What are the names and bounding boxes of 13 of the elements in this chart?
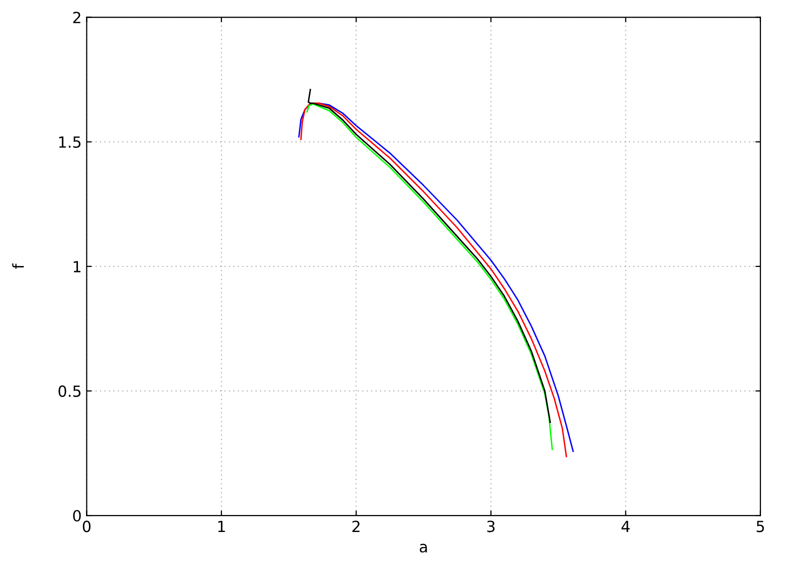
y-tick-label: 2 xyxy=(73,12,80,24)
x-tick-label: 5 xyxy=(756,520,764,532)
y-tick-label: 1 xyxy=(74,261,80,272)
y-tick-label: 0.5 xyxy=(58,385,80,397)
x-axis-title: a xyxy=(420,544,427,553)
y-axis-title: f xyxy=(12,263,24,269)
y-tick-label: 0 xyxy=(73,510,81,522)
x-tick-label: 1 xyxy=(218,520,225,532)
y-tick-label: 1.5 xyxy=(59,136,80,148)
x-tick-label: 4 xyxy=(622,520,630,532)
x-tick-label: 0 xyxy=(82,520,91,532)
x-tick-label: 3 xyxy=(487,520,495,532)
x-tick-label: 2 xyxy=(352,520,360,532)
